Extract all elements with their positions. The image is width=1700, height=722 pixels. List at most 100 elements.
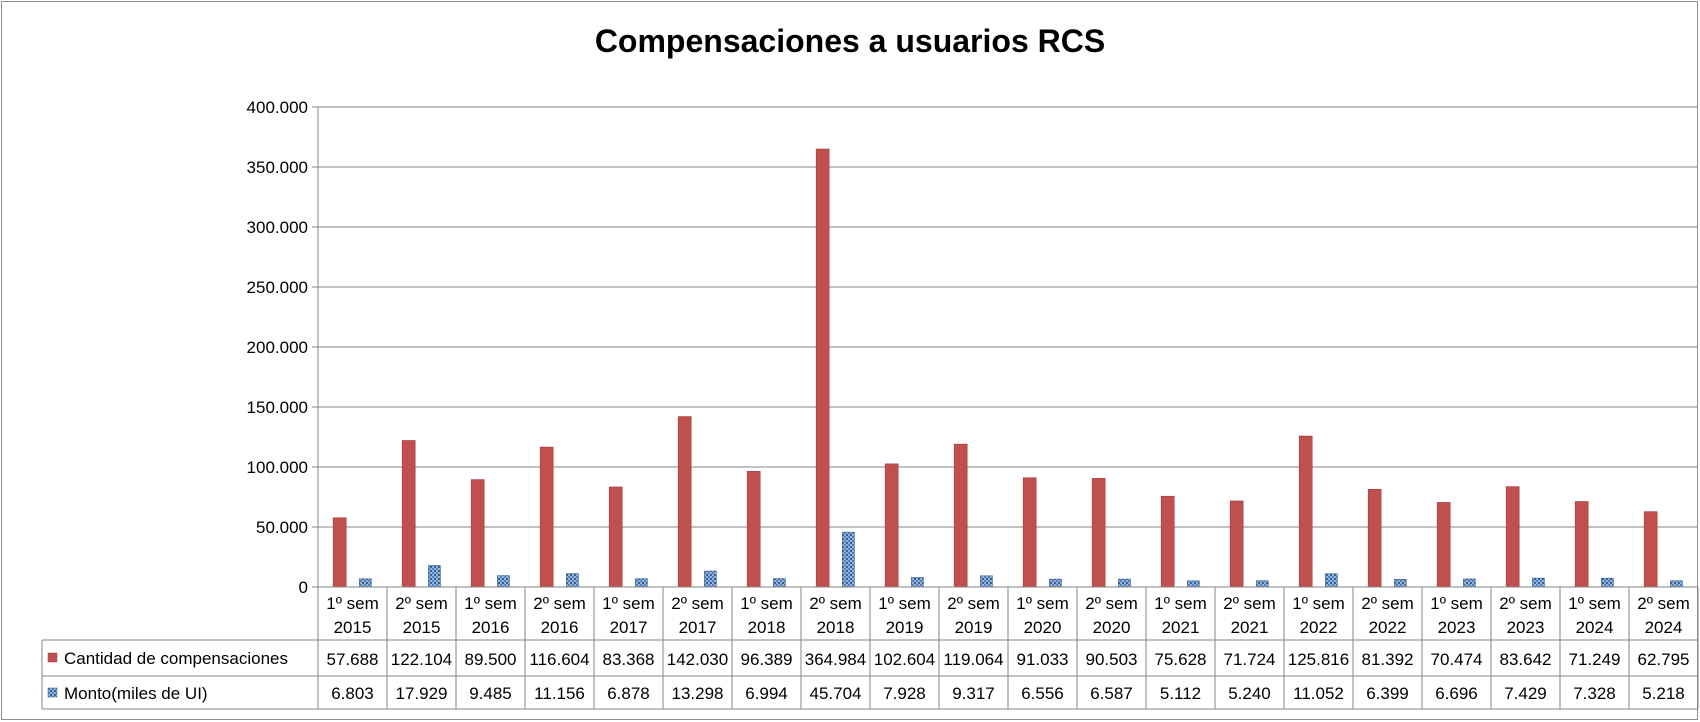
bar-cantidad — [953, 443, 968, 588]
data-label-monto: 7.328 — [1573, 684, 1616, 703]
x-tick-label: 2º sem — [671, 594, 724, 613]
x-tick-label: 2º sem — [1499, 594, 1552, 613]
y-tick-label: 0 — [299, 578, 308, 597]
bar-cantidad — [1436, 502, 1451, 588]
bar-monto — [497, 575, 510, 588]
y-tick-label: 250.000 — [247, 278, 308, 297]
legend-label-cantidad: Cantidad de compensaciones — [64, 649, 288, 668]
data-label-monto: 6.399 — [1366, 684, 1409, 703]
bar-monto — [1463, 578, 1476, 588]
data-label-monto: 45.704 — [810, 684, 862, 703]
x-tick-label: 1º sem — [1016, 594, 1069, 613]
data-label-cantidad: 122.104 — [391, 650, 452, 669]
data-label-cantidad: 75.628 — [1155, 650, 1207, 669]
data-label-monto: 6.556 — [1021, 684, 1064, 703]
bar-monto — [635, 578, 648, 588]
data-label-monto: 6.696 — [1435, 684, 1478, 703]
bar-cantidad — [1505, 486, 1520, 588]
data-label-cantidad: 83.642 — [1500, 650, 1552, 669]
bar-cantidad — [746, 471, 761, 588]
data-label-monto: 6.803 — [331, 684, 374, 703]
bar-monto — [359, 578, 372, 588]
data-label-cantidad: 142.030 — [667, 650, 728, 669]
bar-monto — [911, 577, 924, 588]
x-tick-label: 2º sem — [395, 594, 448, 613]
bar-monto — [1601, 577, 1614, 588]
x-tick-label: 2º sem — [1361, 594, 1414, 613]
data-label-monto: 11.156 — [534, 684, 585, 703]
bar-cantidad — [608, 486, 623, 588]
data-label-monto: 13.298 — [672, 684, 724, 703]
x-tick-label: 1º sem — [326, 594, 379, 613]
x-tick-label: 1º sem — [1292, 594, 1345, 613]
bar-cantidad — [332, 517, 347, 588]
x-tick-label: 1º sem — [740, 594, 793, 613]
bar-cantidad — [1574, 501, 1589, 588]
data-label-monto: 17.929 — [396, 684, 448, 703]
x-tick-label: 2º sem — [809, 594, 862, 613]
x-tick-label: 2º sem — [1637, 594, 1690, 613]
x-tick-label: 2019 — [886, 618, 924, 637]
x-tick-label: 1º sem — [602, 594, 655, 613]
x-tick-label: 2022 — [1300, 618, 1338, 637]
data-label-cantidad: 90.503 — [1086, 650, 1138, 669]
data-label-cantidad: 83.368 — [603, 650, 655, 669]
bars — [332, 148, 1683, 588]
y-axis: 0 50.000 100.000 150.000 200.000 250.000 300.0… — [247, 98, 319, 597]
data-label-monto: 9.317 — [952, 684, 995, 703]
data-label-monto: 5.240 — [1228, 684, 1271, 703]
bar-cantidad — [1160, 495, 1175, 588]
data-label-cantidad: 62.795 — [1638, 650, 1690, 669]
bar-monto — [1394, 579, 1407, 588]
data-label-cantidad: 96.389 — [741, 650, 793, 669]
x-tick-label: 2º sem — [533, 594, 586, 613]
bar-cantidad — [1022, 477, 1037, 588]
bar-cantidad — [401, 440, 416, 588]
x-tick-label: 1º sem — [1568, 594, 1621, 613]
x-tick-label: 2º sem — [1085, 594, 1138, 613]
x-tick-label: 2016 — [472, 618, 510, 637]
data-label-monto: 6.994 — [745, 684, 788, 703]
x-tick-label: 2º sem — [1223, 594, 1276, 613]
bar-cantidad — [884, 463, 899, 588]
x-tick-label: 2º sem — [947, 594, 1000, 613]
y-tick-label: 300.000 — [247, 218, 308, 237]
legend-key-cantidad — [47, 652, 58, 663]
x-tick-label: 1º sem — [464, 594, 517, 613]
x-tick-label: 2016 — [541, 618, 579, 637]
data-label-cantidad: 81.392 — [1362, 650, 1414, 669]
bar-cantidad — [539, 446, 554, 588]
x-tick-label: 2023 — [1507, 618, 1545, 637]
bar-cantidad — [1229, 500, 1244, 588]
x-tick-label: 2022 — [1369, 618, 1407, 637]
x-tick-label: 2020 — [1024, 618, 1062, 637]
grid-lines — [318, 106, 1698, 588]
y-tick-label: 200.000 — [247, 338, 308, 357]
x-tick-label: 2024 — [1576, 618, 1614, 637]
bar-monto — [1049, 578, 1062, 588]
data-label-cantidad: 57.688 — [327, 650, 379, 669]
data-label-cantidad: 91.033 — [1017, 650, 1069, 669]
data-label-monto: 9.485 — [469, 684, 512, 703]
bar-monto — [842, 531, 855, 588]
x-tick-label: 2017 — [679, 618, 717, 637]
x-tick-label: 2015 — [403, 618, 441, 637]
bar-cantidad — [1367, 489, 1382, 588]
bar-cantidad — [1643, 511, 1658, 588]
y-tick-label: 400.000 — [247, 98, 308, 117]
data-label-monto: 6.878 — [607, 684, 650, 703]
x-tick-label: 1º sem — [1430, 594, 1483, 613]
y-tick-label: 50.000 — [256, 518, 308, 537]
bar-cantidad — [815, 148, 830, 588]
chart-title: Compensaciones a usuarios RCS — [595, 23, 1105, 59]
data-label-cantidad: 119.064 — [943, 650, 1003, 669]
data-table: 1º sem 2015 2º sem 2015 1º sem 2016 2º sem 2016… — [41, 586, 1699, 710]
data-label-cantidad: 71.724 — [1224, 650, 1276, 669]
bar-monto — [704, 570, 717, 588]
data-label-cantidad: 116.604 — [529, 650, 589, 669]
data-label-cantidad: 89.500 — [465, 650, 517, 669]
bar-monto — [773, 578, 786, 588]
bar-monto — [1532, 577, 1545, 588]
